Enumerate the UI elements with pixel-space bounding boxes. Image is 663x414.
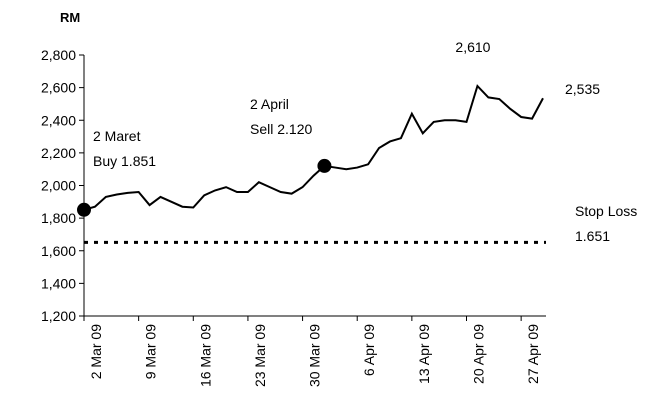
y-tick-label: 1,400 [41, 275, 76, 291]
x-tick-label: 23 Mar 09 [252, 324, 268, 387]
annotation: Buy 1.851 [93, 153, 156, 169]
trade-marker [77, 202, 91, 217]
annotation: 2 Maret [93, 128, 141, 144]
y-tick-label: 1,600 [41, 243, 76, 259]
y-tick-label: 1,200 [41, 308, 76, 324]
x-tick-label: 13 Apr 09 [416, 324, 432, 384]
annotation: Stop Loss [575, 203, 637, 219]
annotation: Sell 2.120 [250, 121, 312, 137]
price-line [83, 84, 544, 211]
y-tick-label: 2,600 [41, 80, 76, 96]
x-tick-label: 16 Mar 09 [197, 324, 213, 387]
y-axis-label: RM [60, 10, 80, 25]
trade-marker [317, 158, 332, 173]
x-tick-label: 2 Mar 09 [88, 324, 104, 379]
y-tick-label: 2,200 [41, 145, 76, 161]
y-tick-label: 2,000 [41, 178, 76, 194]
data-label: 2,610 [455, 39, 490, 55]
y-tick-label: 2,800 [41, 47, 76, 63]
x-tick-label: 27 Apr 09 [525, 324, 541, 384]
x-tick-label: 20 Apr 09 [471, 324, 487, 384]
annotation: 1.651 [575, 228, 610, 244]
annotation: 2 April [250, 96, 289, 112]
data-label: 2,535 [565, 81, 600, 97]
x-tick-label: 30 Mar 09 [307, 324, 323, 387]
x-tick-label: 9 Mar 09 [143, 324, 159, 379]
y-tick-label: 2,400 [41, 112, 76, 128]
y-tick-label: 1,800 [41, 210, 76, 226]
x-tick-label: 6 Apr 09 [361, 324, 377, 376]
